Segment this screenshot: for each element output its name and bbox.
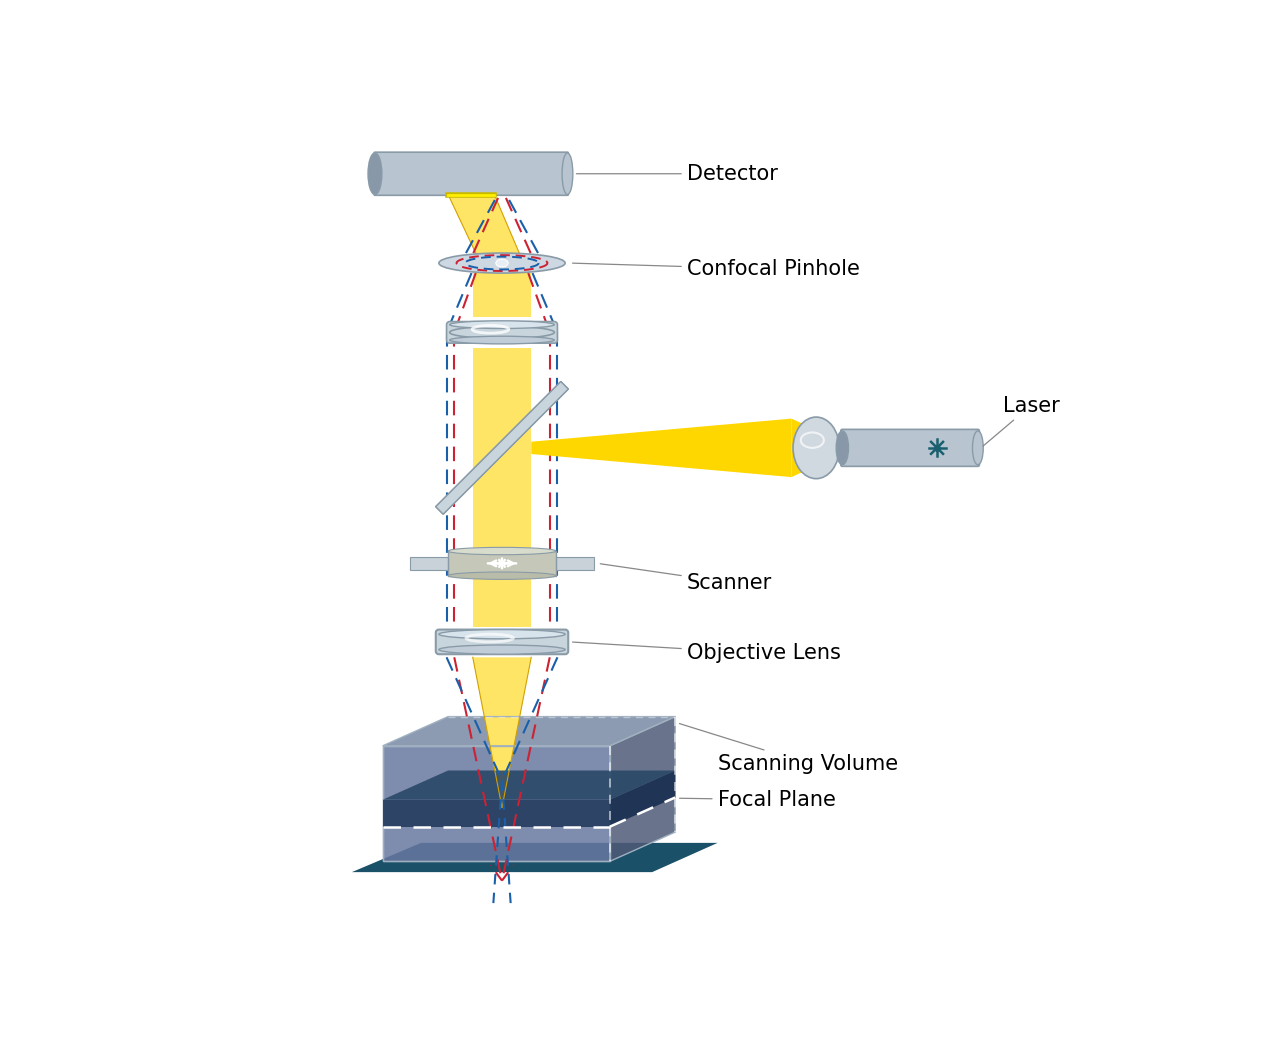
FancyBboxPatch shape <box>374 152 568 195</box>
Ellipse shape <box>495 259 508 267</box>
Text: Confocal Pinhole: Confocal Pinhole <box>572 259 860 279</box>
FancyBboxPatch shape <box>841 429 979 466</box>
Polygon shape <box>472 273 531 317</box>
Ellipse shape <box>449 336 554 344</box>
Polygon shape <box>472 657 531 807</box>
Ellipse shape <box>973 430 983 465</box>
Polygon shape <box>435 381 568 514</box>
Polygon shape <box>609 716 676 861</box>
Ellipse shape <box>836 430 849 465</box>
Text: Laser: Laser <box>983 396 1060 446</box>
Polygon shape <box>556 558 594 569</box>
Polygon shape <box>383 716 676 745</box>
Polygon shape <box>472 348 531 627</box>
Text: Scanner: Scanner <box>600 564 772 592</box>
Polygon shape <box>448 551 556 575</box>
Polygon shape <box>531 419 791 477</box>
FancyBboxPatch shape <box>447 321 558 343</box>
Polygon shape <box>383 771 676 800</box>
Polygon shape <box>352 843 718 873</box>
FancyBboxPatch shape <box>435 630 568 654</box>
Ellipse shape <box>439 630 566 638</box>
Ellipse shape <box>562 153 573 194</box>
Text: Objective Lens: Objective Lens <box>572 642 841 664</box>
Ellipse shape <box>794 417 840 479</box>
Text: Focal Plane: Focal Plane <box>680 790 836 810</box>
Ellipse shape <box>439 253 566 273</box>
Ellipse shape <box>449 327 554 338</box>
Text: Detector: Detector <box>576 164 778 184</box>
Ellipse shape <box>449 321 554 329</box>
Text: Scanning Volume: Scanning Volume <box>680 723 897 774</box>
Polygon shape <box>383 800 609 826</box>
Polygon shape <box>609 771 676 826</box>
Ellipse shape <box>448 547 556 554</box>
Polygon shape <box>410 558 448 569</box>
Ellipse shape <box>439 645 566 654</box>
Polygon shape <box>791 419 846 477</box>
Ellipse shape <box>369 153 381 194</box>
Polygon shape <box>383 746 609 861</box>
Polygon shape <box>448 194 524 264</box>
Ellipse shape <box>448 572 556 580</box>
